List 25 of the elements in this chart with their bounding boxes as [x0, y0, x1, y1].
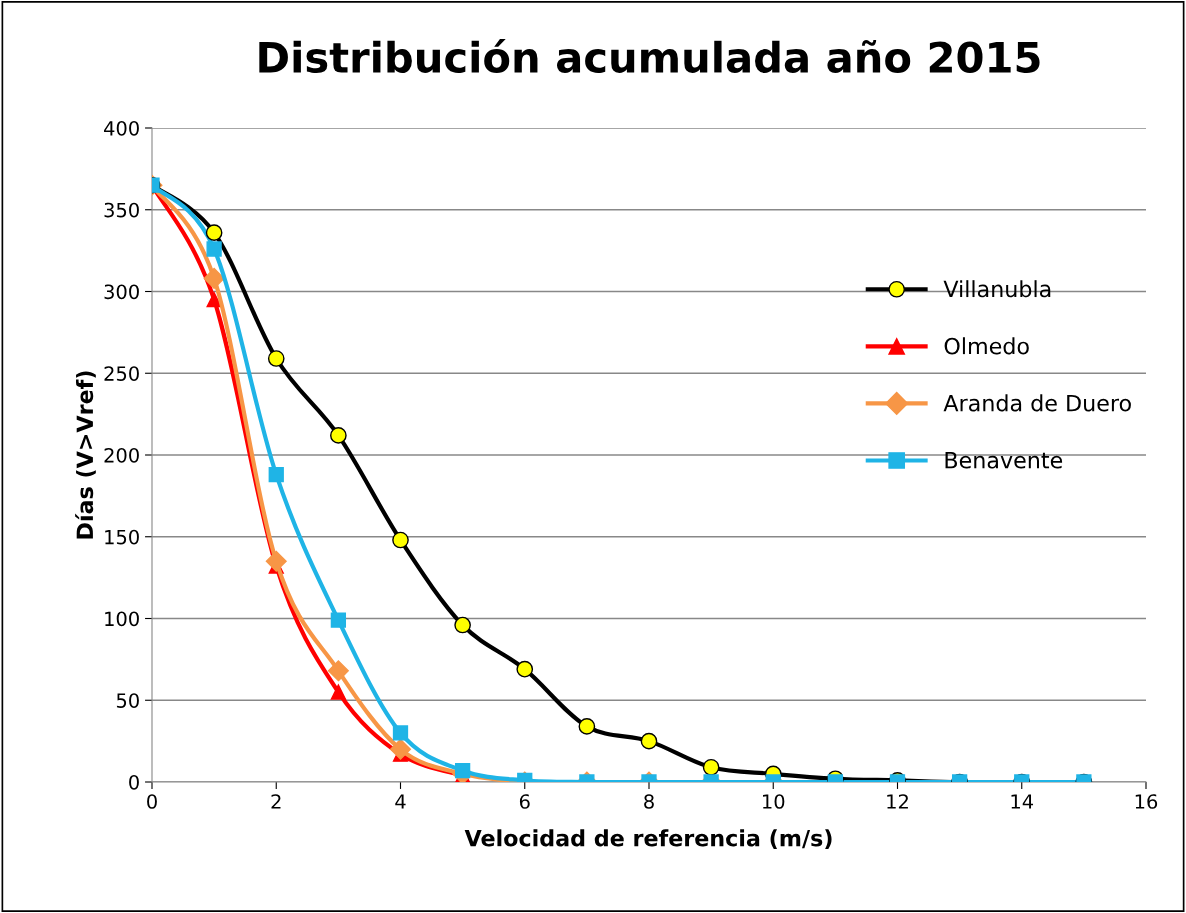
y-axis-title: Días (V>Vref) [75, 371, 96, 539]
y-tick-label: 250 [104, 366, 139, 381]
x-tick-label: 10 [763, 794, 785, 809]
y-tick-label: 350 [104, 202, 139, 218]
y-tick-label: 200 [104, 447, 139, 463]
y-tick-label: 0 [129, 774, 139, 790]
x-tick-label: 12 [887, 794, 908, 809]
legend-label: Villanubla [943, 280, 1051, 298]
x-tick-label: 16 [1135, 794, 1158, 809]
y-tick-label: 50 [116, 693, 139, 708]
x-tick-label: 6 [519, 794, 530, 809]
x-tick-label: 4 [395, 794, 406, 809]
x-tick-label: 2 [271, 794, 281, 809]
legend-label: Olmedo [944, 337, 1029, 355]
y-tick-label: 400 [104, 120, 139, 136]
y-tick-label: 300 [104, 284, 139, 300]
y-tick-label: 150 [105, 529, 139, 545]
x-axis-title: Velocidad de referencia (m/s) [464, 829, 832, 850]
legend-label: Aranda de Duero [943, 394, 1131, 412]
y-tick-label: 100 [105, 611, 139, 627]
legend-label: Benavente [945, 452, 1063, 469]
chart-title: Distribución acumulada año 2015 [259, 39, 1040, 74]
x-tick-label: 14 [1011, 794, 1034, 809]
x-tick-label: 8 [644, 794, 654, 809]
x-tick-label: 0 [147, 794, 157, 809]
